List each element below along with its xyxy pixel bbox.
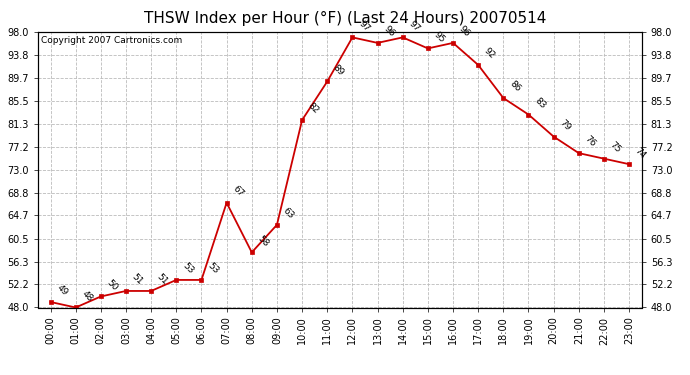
Text: 89: 89 (331, 63, 346, 77)
Text: THSW Index per Hour (°F) (Last 24 Hours) 20070514: THSW Index per Hour (°F) (Last 24 Hours)… (144, 11, 546, 26)
Text: 50: 50 (105, 278, 119, 292)
Text: 49: 49 (55, 284, 69, 298)
Text: 97: 97 (407, 19, 422, 33)
Text: 75: 75 (608, 140, 622, 154)
Text: 48: 48 (80, 289, 95, 303)
Text: 53: 53 (181, 261, 195, 276)
Text: 86: 86 (508, 80, 522, 94)
Text: 82: 82 (306, 102, 321, 116)
Text: Copyright 2007 Cartronics.com: Copyright 2007 Cartronics.com (41, 36, 182, 45)
Text: 97: 97 (357, 19, 371, 33)
Text: 76: 76 (583, 135, 598, 149)
Text: 51: 51 (130, 272, 145, 287)
Text: 92: 92 (482, 46, 497, 61)
Text: 79: 79 (558, 118, 572, 132)
Text: 58: 58 (256, 234, 270, 248)
Text: 74: 74 (633, 146, 648, 160)
Text: 83: 83 (533, 96, 547, 110)
Text: 95: 95 (432, 30, 446, 44)
Text: 96: 96 (382, 24, 396, 39)
Text: 96: 96 (457, 24, 472, 39)
Text: 67: 67 (230, 184, 245, 199)
Text: 53: 53 (206, 261, 220, 276)
Text: 63: 63 (281, 206, 295, 220)
Text: 51: 51 (155, 272, 170, 287)
